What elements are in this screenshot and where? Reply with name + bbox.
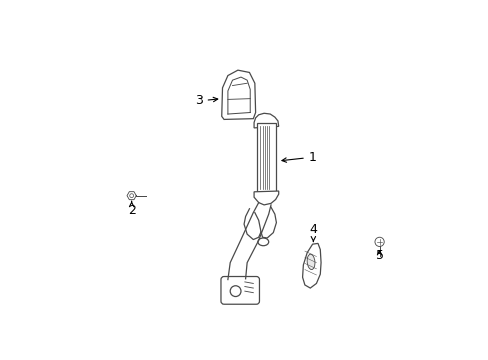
FancyBboxPatch shape — [221, 276, 259, 304]
Text: 3: 3 — [194, 94, 217, 107]
Polygon shape — [221, 70, 255, 120]
Circle shape — [374, 237, 384, 247]
Circle shape — [129, 194, 133, 198]
Polygon shape — [254, 191, 278, 205]
FancyBboxPatch shape — [257, 122, 276, 192]
Polygon shape — [254, 113, 278, 128]
Circle shape — [230, 286, 241, 297]
Polygon shape — [302, 243, 321, 288]
Text: 1: 1 — [282, 150, 316, 164]
Ellipse shape — [257, 238, 268, 246]
Text: 2: 2 — [127, 201, 135, 217]
Text: 5: 5 — [375, 249, 383, 262]
Ellipse shape — [306, 254, 314, 270]
Text: 4: 4 — [309, 222, 317, 241]
